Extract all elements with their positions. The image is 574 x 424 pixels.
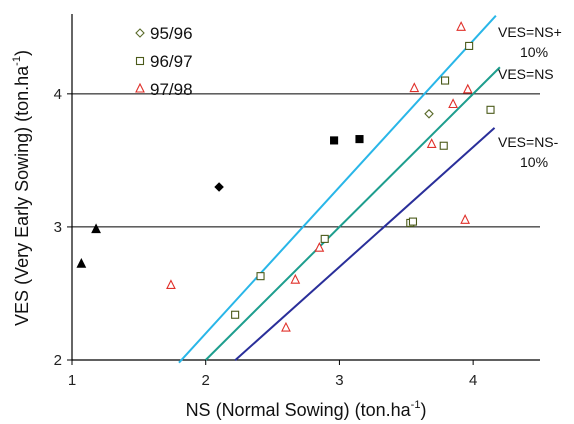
legend-label: 97/98 [150, 80, 193, 99]
data-point [424, 109, 434, 119]
data-point [448, 98, 458, 109]
data-point [214, 182, 224, 192]
y-ticks: 2 3 4 [54, 86, 72, 369]
reference-line-label: 10% [520, 154, 548, 170]
legend-marker [135, 28, 145, 38]
data-point [355, 135, 364, 144]
data-point [281, 321, 291, 332]
data-point [460, 214, 471, 224]
x-tick-label: 2 [202, 372, 210, 389]
x-tick-label: 1 [68, 372, 76, 389]
data-point [330, 136, 339, 145]
reference-line-label: VES=NS+ [498, 24, 562, 40]
data-points [76, 21, 495, 332]
legend: 95/96 96/97 97/98 [135, 24, 193, 99]
reference-line [205, 66, 501, 361]
data-point [320, 234, 329, 243]
data-point [456, 21, 466, 31]
reference-lines [178, 15, 501, 364]
x-tick-label: 4 [469, 372, 477, 389]
legend-marker [135, 82, 145, 93]
data-point [465, 41, 474, 50]
data-point [486, 105, 495, 114]
legend-label: 95/96 [150, 24, 193, 43]
data-point [231, 310, 240, 319]
data-point [256, 272, 265, 281]
data-point [408, 217, 418, 226]
x-tick-label: 3 [335, 372, 343, 389]
legend-marker [135, 56, 145, 66]
data-point [426, 138, 437, 148]
y-tick-label: 2 [54, 352, 62, 369]
reference-line-label: VES=NS- [498, 134, 559, 150]
reference-line-label: VES=NS [498, 66, 554, 82]
reference-line [234, 127, 496, 362]
y-axis-label: VES (Very Early Sowing) (ton.ha-1) [11, 50, 32, 326]
data-point [441, 76, 450, 85]
grid [72, 93, 540, 228]
y-tick-label: 3 [54, 219, 62, 236]
y-tick-label: 4 [54, 86, 62, 103]
data-point [314, 241, 325, 252]
reference-line-label: 10% [520, 44, 548, 60]
data-point [439, 141, 448, 150]
data-point [290, 273, 301, 284]
axes [71, 14, 540, 361]
reference-line-labels: VES=NS+ 10% VES=NS VES=NS- 10% [498, 24, 562, 170]
data-point [166, 279, 176, 290]
x-axis-label: NS (Normal Sowing) (ton.ha-1) [186, 399, 427, 420]
data-point [409, 82, 420, 93]
data-point [76, 257, 87, 268]
data-point [462, 83, 473, 94]
x-ticks: 1 2 3 4 [68, 360, 477, 389]
data-point [91, 223, 101, 234]
reference-line [178, 15, 497, 364]
legend-label: 96/97 [150, 52, 193, 71]
